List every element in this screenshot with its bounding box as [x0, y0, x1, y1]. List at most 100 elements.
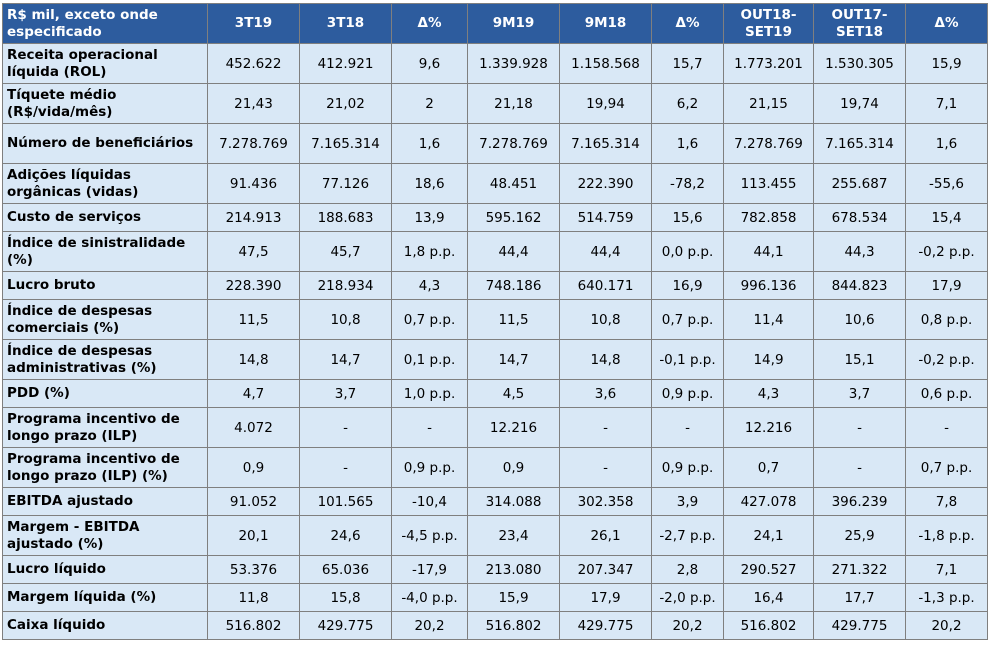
table-cell: 214.913 [207, 203, 300, 232]
row-label: Lucro bruto [2, 271, 208, 300]
row-label: Índice de despesas comerciais (%) [2, 299, 208, 340]
table-cell: 748.186 [467, 271, 560, 300]
table-cell: 4,7 [207, 379, 300, 408]
table-cell: 188.683 [299, 203, 392, 232]
table-cell: 15,9 [467, 583, 560, 612]
table-cell: 21,43 [207, 83, 300, 124]
table-cell: 17,9 [559, 583, 652, 612]
table-cell: 20,2 [391, 611, 468, 640]
header-cell: OUT17-SET18 [813, 3, 906, 44]
table-row: Margem - EBITDA ajustado (%) 20,1 24,6 -4,5… [2, 515, 988, 556]
table-cell: 0,7 p.p. [905, 447, 988, 488]
table-cell: - [559, 407, 652, 448]
table-cell: 9,6 [391, 43, 468, 84]
table-cell: 44,4 [559, 231, 652, 272]
table-cell: 19,94 [559, 83, 652, 124]
table-cell: -10,4 [391, 487, 468, 516]
table-cell: 1.773.201 [723, 43, 814, 84]
table-cell: - [559, 447, 652, 488]
row-label: Receita operacional líquida (ROL) [2, 43, 208, 84]
table-cell: 16,9 [651, 271, 724, 300]
table-cell: 15,8 [299, 583, 392, 612]
table-cell: 20,1 [207, 515, 300, 556]
table-cell: 429.775 [813, 611, 906, 640]
table-cell: 48.451 [467, 163, 560, 204]
table-cell: -4,5 p.p. [391, 515, 468, 556]
table-cell: 516.802 [723, 611, 814, 640]
table-cell: 24,6 [299, 515, 392, 556]
header-cell: Δ% [391, 3, 468, 44]
row-label: Custo de serviços [2, 203, 208, 232]
row-label: PDD (%) [2, 379, 208, 408]
table-cell: -55,6 [905, 163, 988, 204]
table-cell: 255.687 [813, 163, 906, 204]
table-cell: 14,7 [467, 339, 560, 380]
table-row: Custo de serviços 214.913 188.683 13,9 595.1… [2, 203, 988, 232]
table-cell: 13,9 [391, 203, 468, 232]
table-cell: 6,2 [651, 83, 724, 124]
table-cell: 640.171 [559, 271, 652, 300]
table-cell: 65.036 [299, 555, 392, 584]
table-row: Programa incentivo de longo prazo (ILP) 4… [2, 407, 988, 448]
table-cell: 10,8 [299, 299, 392, 340]
table-cell: 11,5 [467, 299, 560, 340]
table-cell: 516.802 [207, 611, 300, 640]
row-label: Índice de sinistralidade (%) [2, 231, 208, 272]
table-cell: - [905, 407, 988, 448]
table-cell: 0,9 p.p. [651, 447, 724, 488]
table-cell: -1,3 p.p. [905, 583, 988, 612]
table-cell: 11,5 [207, 299, 300, 340]
financial-table: R$ mil, exceto onde especificado 3T19 3T… [2, 3, 988, 640]
table-cell: 0,6 p.p. [905, 379, 988, 408]
table-cell: 14,8 [207, 339, 300, 380]
row-label: Tíquete médio (R$/vida/mês) [2, 83, 208, 124]
table-cell: 15,6 [651, 203, 724, 232]
table-cell: 11,8 [207, 583, 300, 612]
table-cell: 302.358 [559, 487, 652, 516]
table-cell: 113.455 [723, 163, 814, 204]
table-cell: 45,7 [299, 231, 392, 272]
row-label: Programa incentivo de longo prazo (ILP) … [2, 447, 208, 488]
header-cell: 3T18 [299, 3, 392, 44]
table-cell: 996.136 [723, 271, 814, 300]
table-row: Lucro bruto 228.390 218.934 4,3 748.186 640.1… [2, 271, 988, 300]
table-cell: 16,4 [723, 583, 814, 612]
table-row: Adições líquidas orgânicas (vidas) 91.436… [2, 163, 988, 204]
table-row: Tíquete médio (R$/vida/mês) 21,43 21,02 2 21… [2, 83, 988, 124]
header-cell: 3T19 [207, 3, 300, 44]
table-cell: 514.759 [559, 203, 652, 232]
table-cell: -2,0 p.p. [651, 583, 724, 612]
table-cell: 0,7 [723, 447, 814, 488]
table-cell: 4.072 [207, 407, 300, 448]
table-cell: 412.921 [299, 43, 392, 84]
table-cell: 21,15 [723, 83, 814, 124]
table-cell: 218.934 [299, 271, 392, 300]
table-cell: 44,4 [467, 231, 560, 272]
row-label: Caixa líquido [2, 611, 208, 640]
row-label: Índice de despesas administrativas (%) [2, 339, 208, 380]
table-cell: 0,1 p.p. [391, 339, 468, 380]
table-cell: 3,7 [299, 379, 392, 408]
header-cell: 9M18 [559, 3, 652, 44]
table-cell: 2,8 [651, 555, 724, 584]
table-cell: 7.278.769 [467, 123, 560, 164]
table-cell: 11,4 [723, 299, 814, 340]
table-cell: -2,7 p.p. [651, 515, 724, 556]
table-cell: 7.165.314 [299, 123, 392, 164]
table-cell: - [651, 407, 724, 448]
table-cell: -0,1 p.p. [651, 339, 724, 380]
table-cell: 0,8 p.p. [905, 299, 988, 340]
table-cell: 19,74 [813, 83, 906, 124]
table-cell: 290.527 [723, 555, 814, 584]
table-cell: 14,7 [299, 339, 392, 380]
table-row: Lucro líquido 53.376 65.036 -17,9 213.080 207… [2, 555, 988, 584]
table-cell: 516.802 [467, 611, 560, 640]
table-cell: 10,6 [813, 299, 906, 340]
table-row: Programa incentivo de longo prazo (ILP) … [2, 447, 988, 488]
table-cell: 1,6 [391, 123, 468, 164]
table-cell: 91.436 [207, 163, 300, 204]
table-cell: 396.239 [813, 487, 906, 516]
table-cell: 101.565 [299, 487, 392, 516]
table-cell: - [391, 407, 468, 448]
table-cell: 14,8 [559, 339, 652, 380]
